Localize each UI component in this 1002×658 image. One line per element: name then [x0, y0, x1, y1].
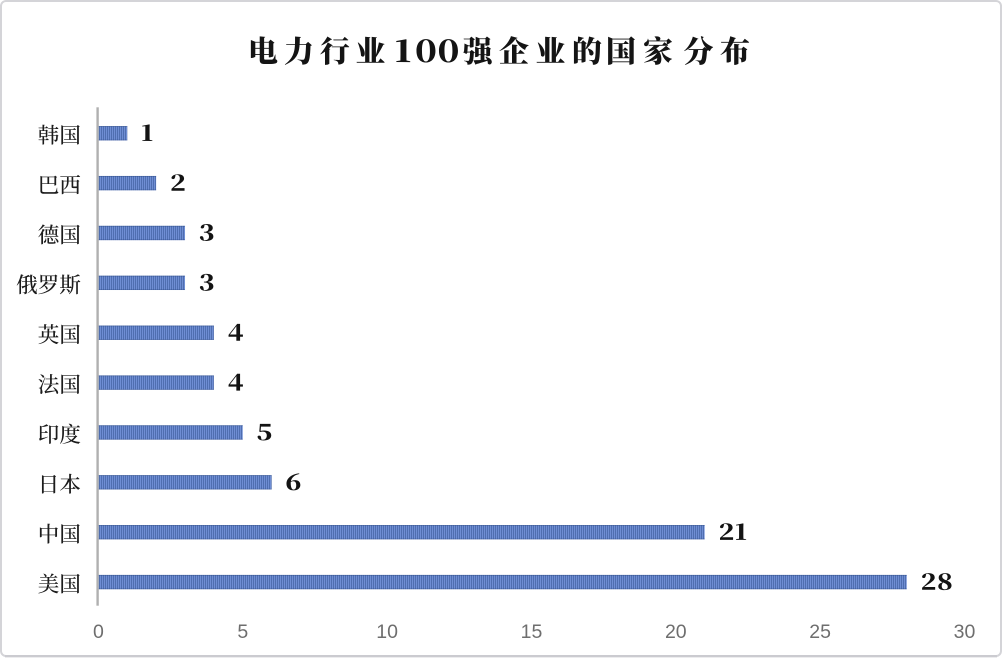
- svg-text:25: 25: [809, 621, 831, 643]
- svg-text:20: 20: [665, 621, 687, 643]
- svg-text:15: 15: [521, 621, 543, 643]
- svg-text:5: 5: [237, 621, 248, 643]
- svg-text:30: 30: [954, 621, 976, 643]
- svg-text:0: 0: [93, 621, 104, 643]
- svg-text:10: 10: [376, 621, 398, 643]
